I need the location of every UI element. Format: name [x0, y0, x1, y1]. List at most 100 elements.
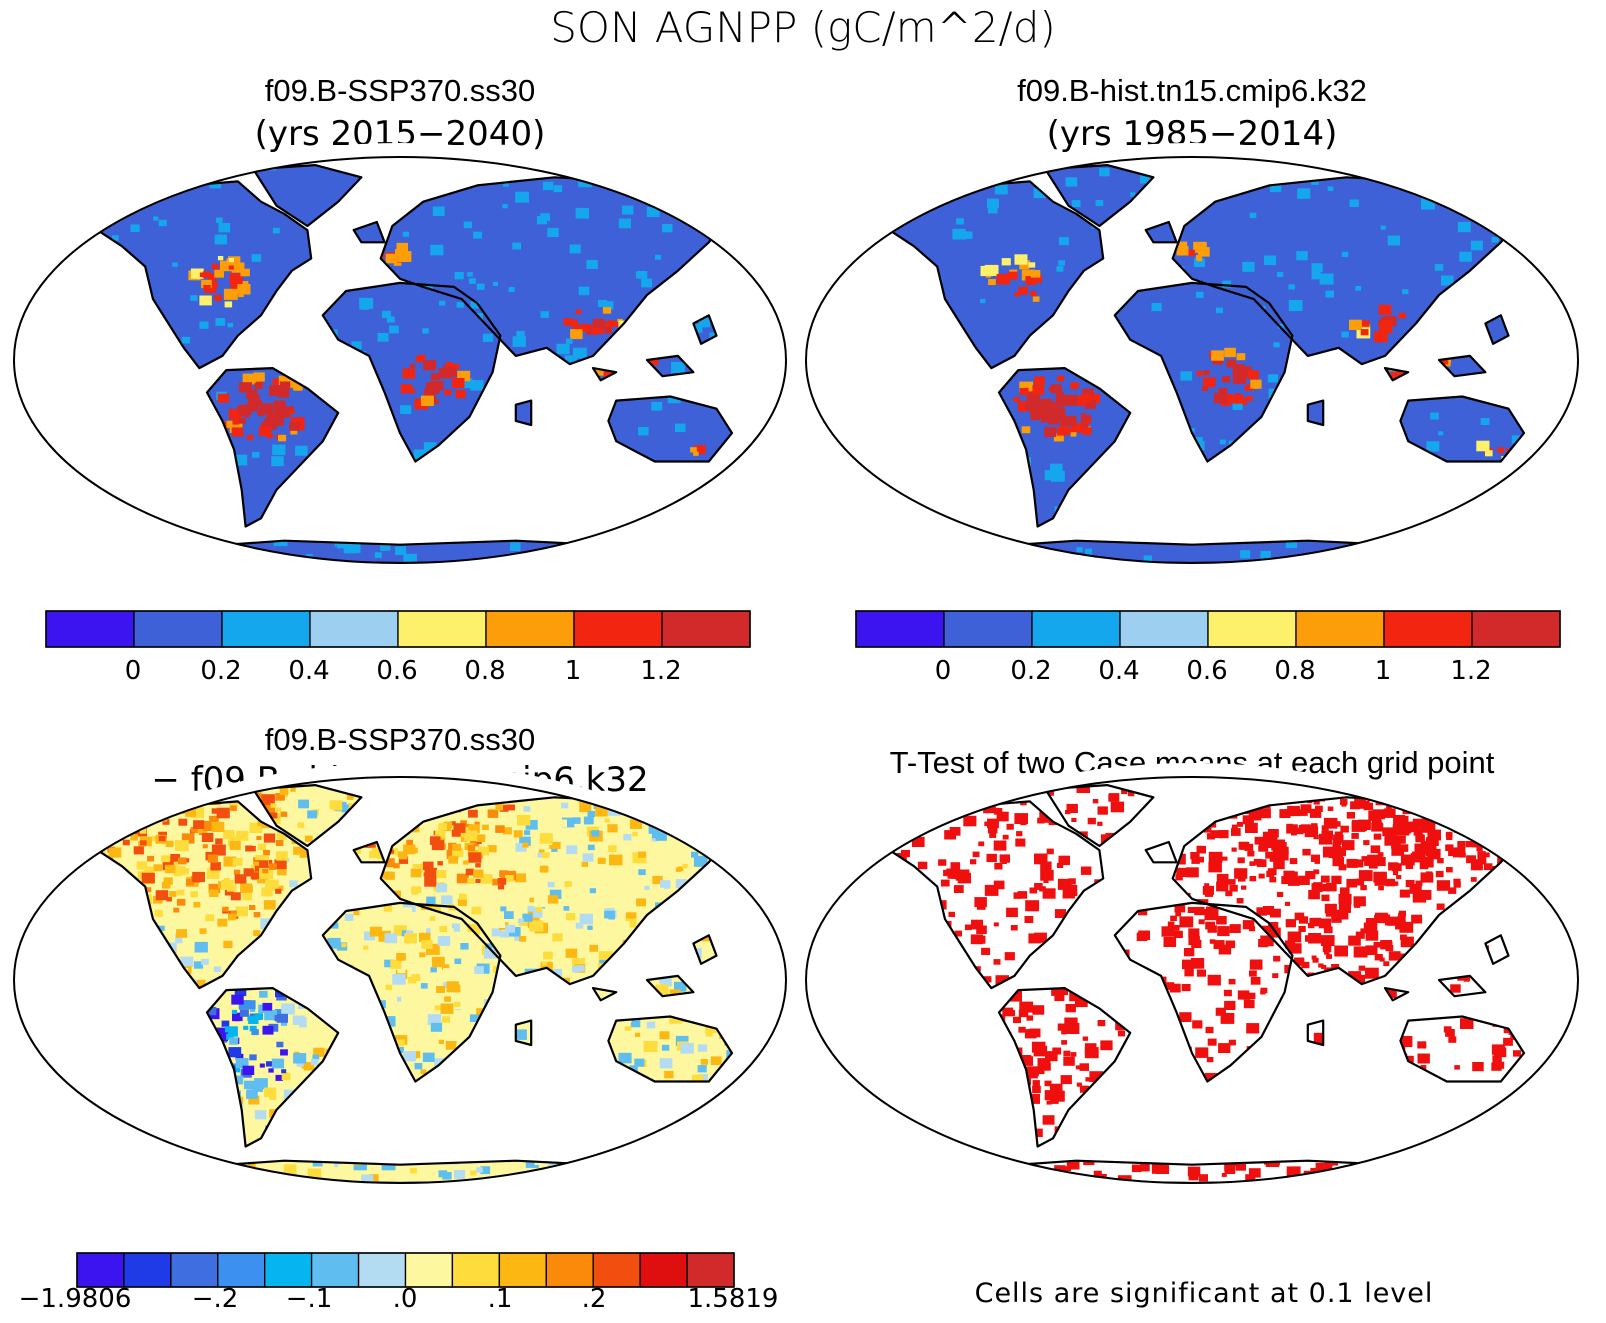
field-cell [1029, 887, 1038, 894]
field-cell [482, 333, 494, 342]
field-cell [253, 912, 261, 918]
field-cell [1495, 1061, 1505, 1069]
field-cell [575, 309, 582, 314]
field-cell [437, 861, 443, 866]
colorbar-frame [45, 610, 751, 648]
field-cell [954, 930, 962, 937]
field-cell [201, 958, 209, 965]
colorbar-segment [170, 1252, 219, 1288]
field-cell [625, 912, 637, 921]
field-cell [1058, 260, 1065, 266]
field-cell [454, 1001, 461, 1007]
field-cell [1321, 894, 1330, 902]
field-cell [1519, 812, 1524, 818]
field-cell [698, 317, 710, 328]
field-cell [503, 182, 509, 187]
field-cell [1385, 945, 1394, 952]
coastline [858, 180, 1105, 370]
field-cell [1358, 870, 1373, 881]
field-cell [675, 1035, 689, 1046]
field-cell [675, 799, 681, 804]
field-cell [726, 1050, 732, 1059]
field-cell [1352, 974, 1365, 985]
field-cell [211, 844, 226, 856]
colorbar-segment [485, 610, 575, 648]
field-cell [689, 821, 696, 826]
field-cell [1332, 850, 1343, 860]
field-cell [1378, 885, 1384, 891]
field-cell [1331, 964, 1340, 971]
field-cell [1065, 809, 1071, 815]
field-cell [1446, 867, 1453, 873]
field-cell [1175, 874, 1183, 881]
field-cell [463, 1015, 473, 1023]
field-cell [1400, 934, 1407, 940]
field-cell [1025, 900, 1040, 912]
field-cell [1368, 810, 1382, 822]
field-cell [1452, 847, 1466, 858]
field-cell [1307, 923, 1315, 929]
field-cell [1351, 833, 1359, 839]
coastline [252, 784, 363, 848]
colorbar-segment [76, 1252, 125, 1288]
field-cell [1020, 820, 1027, 826]
field-cell [1100, 834, 1112, 843]
field-cell [1361, 320, 1370, 327]
field-cell [360, 303, 369, 310]
field-cell [161, 855, 170, 863]
field-cell [1278, 842, 1287, 849]
field-cell [449, 923, 461, 932]
field-cell [1477, 857, 1487, 865]
field-cell [186, 879, 195, 886]
coastline [692, 314, 718, 345]
field-cell [420, 1069, 427, 1075]
field-cell [1516, 834, 1523, 840]
field-cell [655, 984, 669, 996]
field-cell [175, 933, 188, 944]
field-cell [1511, 435, 1522, 444]
field-cell [487, 845, 497, 853]
field-cell [1384, 837, 1395, 846]
field-cell [1049, 1083, 1063, 1094]
field-cell [1378, 322, 1393, 334]
field-cell [549, 815, 556, 820]
field-cell [1245, 822, 1258, 833]
field-cell [1338, 893, 1352, 905]
field-cell [492, 878, 501, 886]
field-cell [605, 322, 613, 328]
field-cell [1030, 270, 1041, 278]
field-cell [1217, 926, 1230, 937]
colorbar-segment [357, 1252, 407, 1288]
field-cell [524, 830, 531, 836]
field-cell [1370, 845, 1381, 854]
field-cell [293, 846, 307, 858]
coastline [1383, 367, 1410, 382]
map-panel-diff [4, 763, 796, 1197]
land-region [353, 222, 385, 243]
field-cell [981, 947, 991, 955]
field-cell [242, 1065, 255, 1075]
field-cell [1258, 873, 1265, 879]
field-cell [1489, 815, 1503, 826]
field-cell [190, 891, 198, 898]
field-cell [1323, 817, 1338, 829]
field-cell [529, 920, 544, 932]
field-cell [539, 833, 553, 844]
field-cell [1221, 1172, 1227, 1177]
map-panel-ttest [796, 763, 1588, 1197]
field-cell [993, 880, 1005, 890]
field-cell [1028, 262, 1036, 268]
field-cell [1288, 300, 1303, 311]
field-cell [275, 888, 282, 894]
field-cell [693, 855, 708, 867]
colorbar-segment [45, 610, 135, 648]
colorbar-label: 0.8 [1274, 656, 1315, 686]
field-cell [1434, 264, 1444, 271]
field-cell [199, 321, 209, 329]
field-cell [224, 301, 233, 308]
field-cell [1224, 1000, 1236, 1010]
colorbar-label: −1.9806 [19, 1284, 132, 1314]
field-cell [457, 898, 467, 906]
field-cell [1453, 878, 1461, 885]
field-cell [497, 878, 507, 885]
